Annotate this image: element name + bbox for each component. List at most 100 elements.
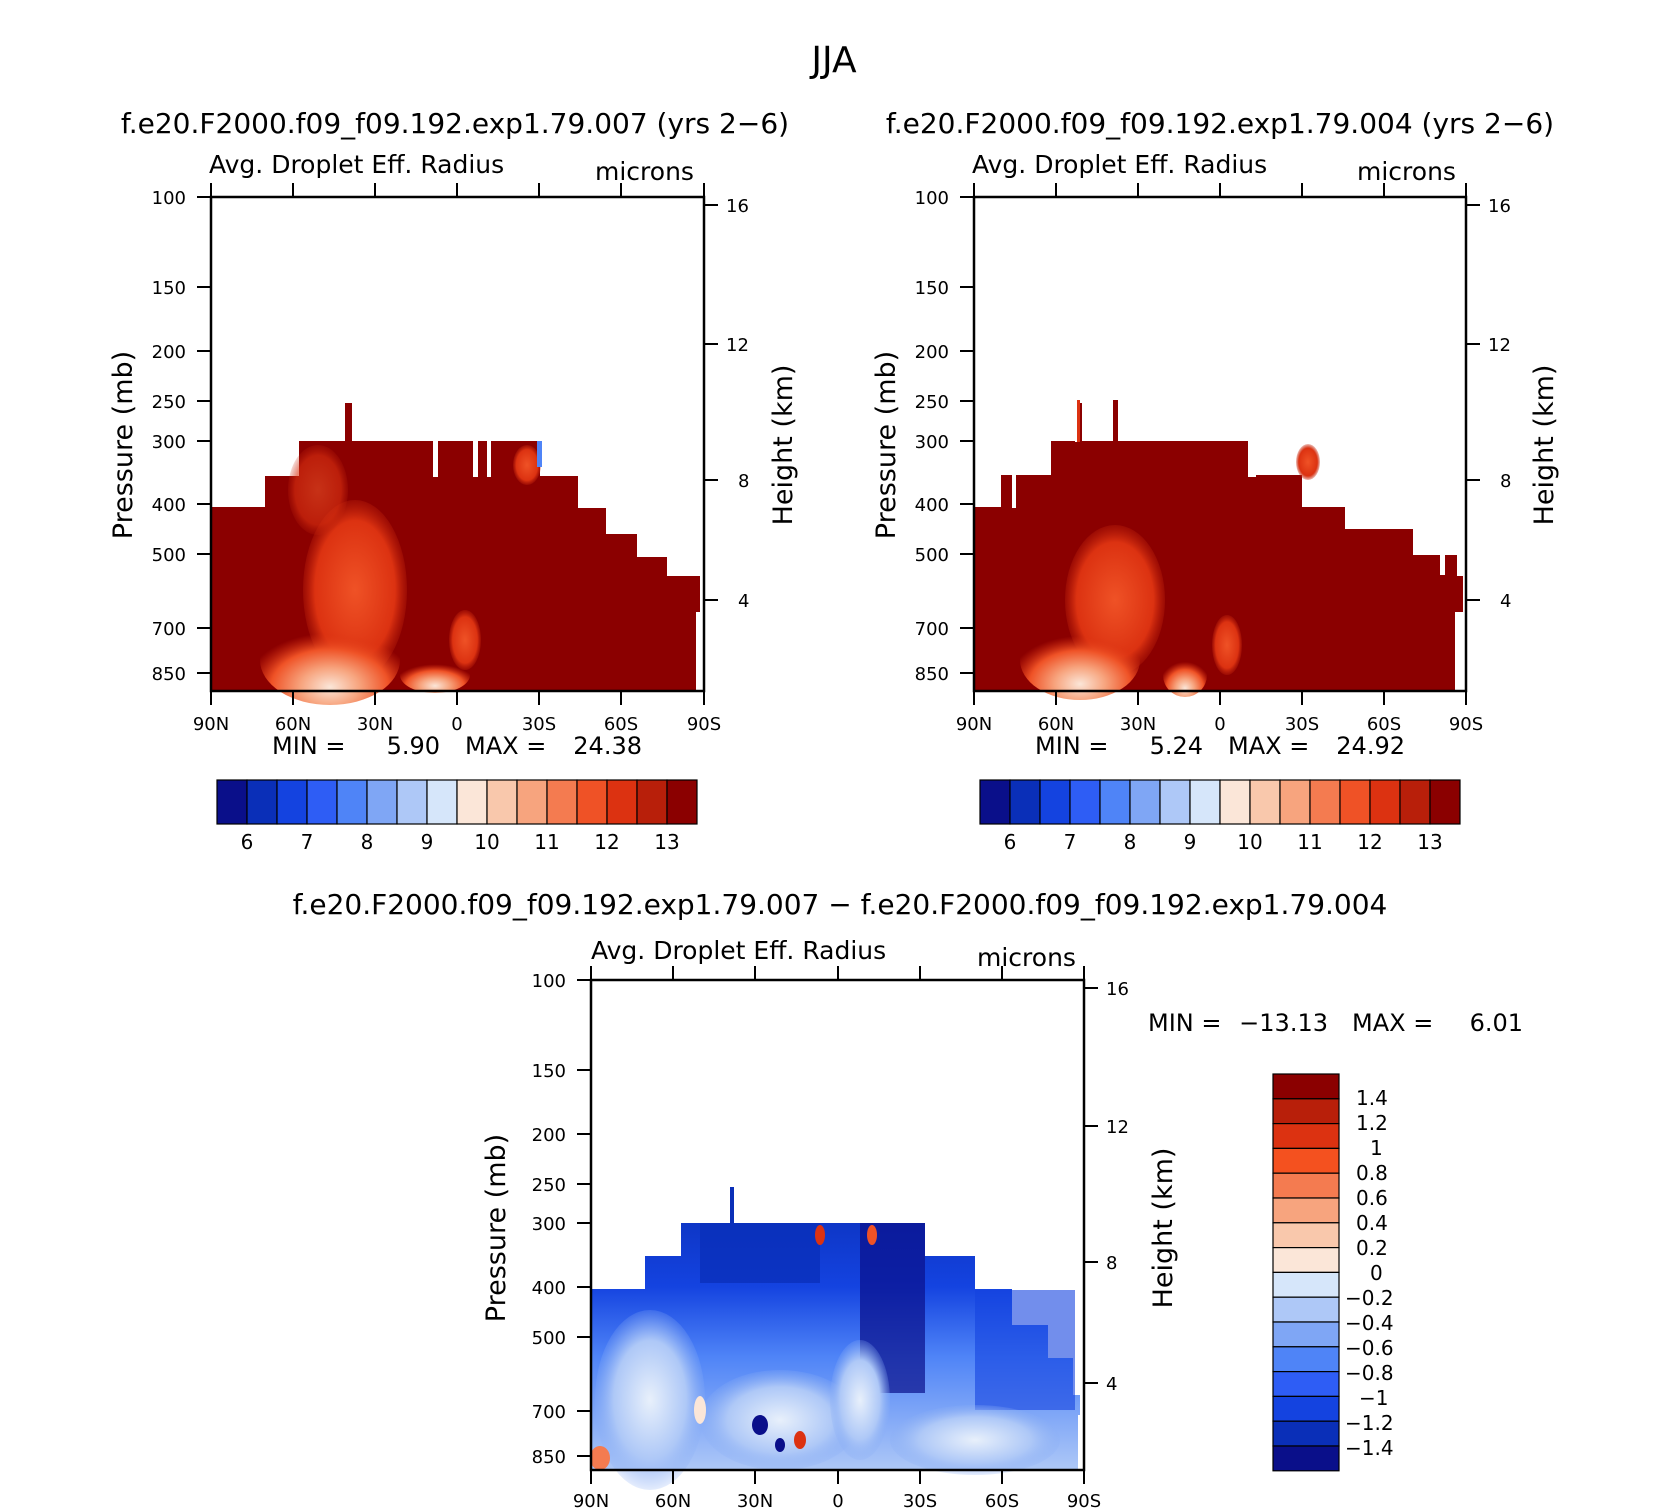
panel-3-colorbar-swatch	[1272, 1197, 1340, 1224]
panel-1-ylabel-right: Height (km)	[768, 365, 799, 526]
panel-1-pressure-tick-label: 850	[152, 664, 186, 685]
panel-2-pressure-tick-label: 700	[915, 619, 949, 640]
panel-3-height-tick-label: 8	[1106, 1253, 1117, 1274]
panel-1-units: microns	[595, 157, 694, 186]
panel-1-min-value: 5.90	[387, 732, 440, 760]
panel-1-pressure-tick-label: 100	[152, 188, 186, 209]
panel-3-colorbar-tick-label: 0.6	[1356, 1186, 1388, 1210]
panel-1-colorbar-swatch	[456, 779, 488, 825]
panel-3-colorbar-swatch	[1272, 1122, 1340, 1149]
panel-2-pressure-tick-label: 850	[915, 664, 949, 685]
panel-3-pressure-tick-label: 500	[532, 1328, 566, 1349]
panel-1: f.e20.F2000.f09_f09.192.exp1.79.007 (yrs…	[108, 107, 799, 854]
panel-1-min-label: MIN =	[272, 732, 345, 760]
panel-3-ylabel: Pressure (mb)	[481, 1134, 512, 1322]
panel-3-colorbar-swatch	[1272, 1147, 1340, 1174]
panel-2-field-warm-patch	[1163, 653, 1207, 697]
panel-1-colorbar-tick-label: 12	[594, 830, 619, 854]
panel-3-x-tick-label: 60S	[985, 1491, 1019, 1512]
panel-1-x-tick-label: 30N	[357, 714, 393, 735]
panel-3-colorbar-tick-label: 0	[1370, 1261, 1383, 1285]
panel-2-colorbar-tick-label: 12	[1357, 830, 1382, 854]
panel-3-colorbar: 1.4 1.2 1 0.8 0.6 0.4 0.2 0 −0.2 −0.4 −0…	[1272, 1073, 1394, 1472]
panel-1-colorbar-tick-label: 6	[241, 830, 254, 854]
panel-3-x-tick-label: 30S	[903, 1491, 937, 1512]
panel-2-field-gap	[1012, 475, 1016, 508]
panel-1-pressure-tick-label: 500	[152, 545, 186, 566]
panel-3-field-pale-patch	[890, 1405, 1060, 1475]
panel-3-field-pale-patch	[700, 1370, 860, 1470]
panel-1-colorbar-swatch	[666, 779, 698, 825]
panel-2-colorbar-swatch	[1219, 779, 1251, 825]
panel-2-max-value: 24.92	[1336, 732, 1405, 760]
panel-2-colorbar-swatch	[979, 779, 1011, 825]
panel-2-max-label: MAX =	[1228, 732, 1309, 760]
panel-3-colorbar-swatch	[1272, 1246, 1340, 1273]
panel-3-x-tick-label: 90S	[1067, 1491, 1101, 1512]
panel-3-pressure-axis: 100 150 200 250 300 400 500 700 850	[532, 971, 591, 1468]
panel-2-colorbar-swatch	[1039, 779, 1071, 825]
panel-1-height-tick-label: 16	[726, 196, 749, 217]
panel-3-colorbar-swatch	[1272, 1296, 1340, 1323]
panel-3-colorbar-tick-label: −0.2	[1345, 1286, 1394, 1310]
panel-3-field-spot	[867, 1225, 877, 1245]
panel-1-ylabel: Pressure (mb)	[108, 351, 139, 539]
panel-2-colorbar-swatch	[1309, 779, 1341, 825]
panel-3-x-tick-label: 30N	[737, 1491, 773, 1512]
panel-3-colorbar-tick-label: −0.6	[1345, 1336, 1394, 1360]
panel-3-x-tick-label: 60N	[655, 1491, 691, 1512]
panel-3-max-value: 6.01	[1470, 1009, 1523, 1037]
panel-2-units: microns	[1357, 157, 1456, 186]
panel-2-variable-label: Avg. Droplet Eff. Radius	[972, 150, 1267, 179]
panel-3-field-spot	[794, 1431, 806, 1449]
panel-2-colorbar-tick-label: 6	[1004, 830, 1017, 854]
panel-3-colorbar-swatch	[1272, 1395, 1340, 1422]
panel-3-height-axis: 16 12 8 4	[1084, 979, 1129, 1395]
panel-1-x-tick-label: 90N	[193, 714, 229, 735]
panel-3-colorbar-swatch	[1272, 1098, 1340, 1125]
panel-3-colorbar-swatch	[1272, 1271, 1340, 1298]
panel-2-x-tick-label: 90S	[1449, 714, 1483, 735]
panel-2-field-warm-patch	[1020, 620, 1140, 700]
panel-2-top-ticks	[973, 183, 1467, 197]
panel-1-x-tick-label: 90S	[687, 714, 721, 735]
panel-1-colorbar-tick-label: 9	[421, 830, 434, 854]
panel-2-field-warm-patch	[1296, 444, 1320, 480]
panel-1-colorbar-swatch	[246, 779, 278, 825]
panel-3-field-spot	[752, 1415, 768, 1435]
panel-2-colorbar-swatch	[1279, 779, 1311, 825]
panel-3-colorbar-swatch	[1272, 1420, 1340, 1447]
panel-1-height-tick-label: 4	[738, 591, 749, 612]
panel-3-field-spot	[694, 1396, 706, 1424]
panel-1-colorbar-swatch	[486, 779, 518, 825]
panel-3-pressure-tick-label: 850	[532, 1447, 566, 1468]
panel-3-field-deep-patch	[700, 1223, 820, 1283]
panel-1-colorbar-swatch	[216, 779, 248, 825]
panel-1-field-gap	[487, 441, 491, 477]
panel-3-ylabel-right: Height (km)	[1148, 1148, 1179, 1309]
panel-3-plot-area	[589, 978, 1086, 1490]
panel-3-colorbar-swatch	[1272, 1172, 1340, 1199]
panel-2-pressure-tick-label: 300	[915, 432, 949, 453]
panel-2-height-tick-label: 12	[1488, 335, 1511, 356]
panel-3-colorbar-tick-label: 0.8	[1356, 1161, 1388, 1185]
panel-2-x-tick-label: 30S	[1285, 714, 1319, 735]
panel-2-x-tick-label: 0	[1214, 714, 1225, 735]
panel-1-colorbar-tick-label: 10	[474, 830, 499, 854]
panel-1-pressure-axis: 100 150 200 250 300 400 500 700 850	[152, 188, 211, 685]
panel-1-colorbar-tick-label: 13	[654, 830, 679, 854]
panel-1-x-tick-label: 0	[451, 714, 462, 735]
panel-3-colorbar-tick-label: 0.2	[1356, 1236, 1388, 1260]
panel-2-pressure-tick-label: 250	[915, 392, 949, 413]
panel-1-variable-label: Avg. Droplet Eff. Radius	[209, 150, 504, 179]
panel-1-field-warm-patch	[513, 445, 541, 485]
panel-3-pressure-tick-label: 100	[532, 971, 566, 992]
panel-3-min-label: MIN =	[1148, 1009, 1221, 1037]
panel-1-field-cold-spot	[537, 441, 542, 467]
panel-3-field-spot	[590, 1446, 610, 1470]
panel-2-ylabel: Pressure (mb)	[871, 351, 902, 539]
panel-2-run-title: f.e20.F2000.f09_f09.192.exp1.79.004 (yrs…	[886, 107, 1554, 140]
panel-1-colorbar-swatch	[336, 779, 368, 825]
panel-3-pressure-tick-label: 150	[532, 1061, 566, 1082]
panel-3-pressure-tick-label: 250	[532, 1175, 566, 1196]
